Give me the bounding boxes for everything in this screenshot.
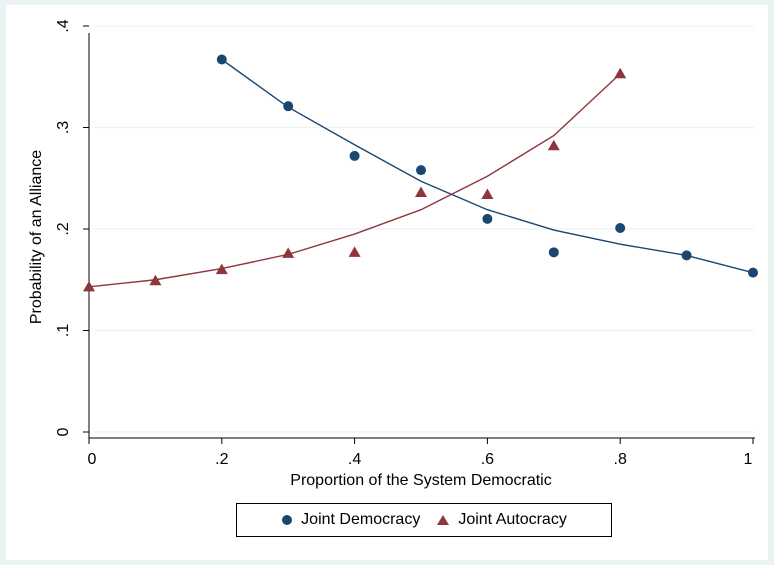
- chart-figure: 0 .1 .2 .3 .4 0 .2 .4 .6 .8 1 Proportion of the Sy…: [6, 5, 768, 560]
- chart-plot: 0 .1 .2 .3 .4 0 .2 .4 .6 .8 1 Proportion of the Sy…: [28, 19, 758, 489]
- legend-entry-joint-democracy: Joint Democracy: [281, 511, 420, 529]
- data-point-joint-autocracy: [149, 274, 162, 286]
- y-tick-label: .2: [55, 222, 72, 235]
- x-tick-label: .6: [481, 451, 494, 468]
- data-point-joint-autocracy: [215, 263, 228, 275]
- y-axis-title: Probability of an Alliance: [28, 150, 45, 324]
- x-tick-label: .8: [614, 451, 627, 468]
- data-point-joint-democracy: [216, 54, 227, 65]
- y-tick-label: .1: [55, 324, 72, 337]
- y-tick-label: 0: [55, 427, 72, 436]
- y-tick-label: .4: [55, 19, 72, 32]
- data-point-joint-democracy: [748, 267, 758, 278]
- x-tick-label: 0: [88, 451, 97, 468]
- data-point-joint-democracy: [283, 101, 294, 112]
- gridlines: [95, 25, 754, 433]
- axes: 0 .1 .2 .3 .4 0 .2 .4 .6 .8 1: [55, 19, 755, 468]
- fit-line-joint-autocracy: [88, 73, 621, 288]
- x-axis-title: Proportion of the System Democratic: [290, 472, 551, 489]
- data-point-joint-democracy: [349, 150, 360, 161]
- data-point-joint-democracy: [416, 165, 426, 176]
- data-point-joint-autocracy: [614, 67, 627, 79]
- data-point-joint-autocracy: [415, 186, 427, 197]
- legend-label-joint-democracy: Joint Democracy: [301, 511, 421, 528]
- legend-entry-joint-autocracy: Joint Autocracy: [436, 511, 567, 529]
- data-point-joint-autocracy: [481, 188, 494, 199]
- data-point-joint-autocracy: [282, 247, 295, 258]
- data-point-joint-autocracy: [83, 280, 95, 292]
- data-point-joint-democracy: [615, 222, 626, 233]
- legend-circle-marker: [282, 515, 293, 525]
- x-tick-label: 1: [744, 451, 753, 468]
- legend-label-joint-autocracy: Joint Autocracy: [458, 511, 567, 528]
- fit-line-joint-democracy: [221, 58, 754, 274]
- data-point-joint-autocracy: [547, 139, 560, 151]
- series-layer: [83, 54, 758, 292]
- y-tick-label: .3: [55, 121, 72, 134]
- data-point-joint-autocracy: [348, 246, 361, 257]
- data-point-joint-democracy: [482, 213, 493, 224]
- x-tick-label: .2: [215, 451, 228, 468]
- data-point-joint-democracy: [548, 247, 559, 258]
- legend-triangle-marker: [437, 515, 450, 525]
- data-point-joint-democracy: [681, 250, 692, 261]
- x-tick-label: .4: [348, 451, 361, 468]
- legend: Joint Democracy Joint Autocracy: [236, 503, 612, 537]
